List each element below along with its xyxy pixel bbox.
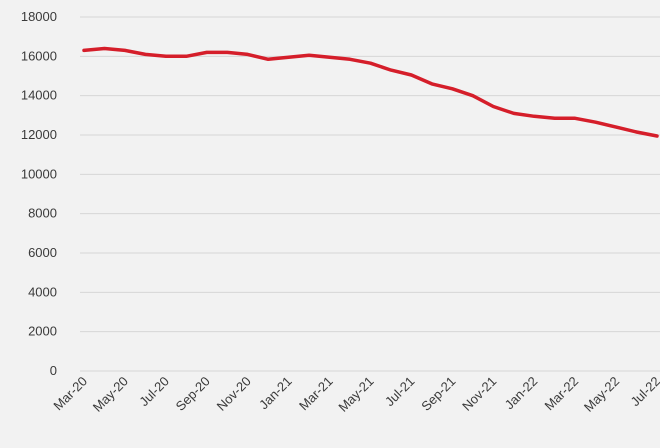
x-tick-label: May-20 (90, 374, 131, 415)
x-tick-label: Mar-22 (542, 374, 582, 414)
x-tick-label: Jan-22 (502, 374, 541, 413)
y-tick-label: 16000 (21, 48, 57, 63)
x-tick-label: Jul-22 (627, 374, 660, 410)
x-tick-label: Mar-21 (296, 374, 336, 414)
y-tick-label: 18000 (21, 9, 57, 24)
x-axis-tick-labels: Mar-20 May-20 Jul-20 Sep-20 Nov-20 Jan-21 Mar-… (50, 374, 660, 415)
series-layer (82, 46, 659, 138)
x-tick-label: Nov-20 (214, 374, 254, 414)
x-tick-label: Jul-20 (136, 374, 172, 410)
y-tick-label: 4000 (28, 284, 57, 299)
y-tick-label: 8000 (28, 206, 57, 221)
x-tick-label: Nov-21 (459, 374, 499, 414)
y-tick-label: 10000 (21, 166, 57, 181)
x-tick-label: Sep-21 (418, 374, 458, 414)
y-tick-label: 6000 (28, 245, 57, 260)
x-tick-label: May-22 (581, 374, 622, 415)
y-axis-tick-labels: 0 2000 4000 6000 8000 10000 12000 14000 16000 180… (21, 9, 57, 378)
y-tick-label: 0 (50, 363, 57, 378)
x-tick-label: Mar-20 (50, 374, 90, 414)
grid-lines (80, 16, 660, 372)
x-tick-label: Sep-20 (173, 374, 213, 414)
y-tick-label: 2000 (28, 324, 57, 339)
x-tick-label: Jan-21 (256, 374, 295, 413)
y-tick-label: 12000 (21, 127, 57, 142)
x-tick-label: May-21 (335, 374, 376, 415)
series-line-0 (82, 46, 659, 138)
x-tick-label: Jul-21 (382, 374, 418, 410)
y-tick-label: 14000 (21, 88, 57, 103)
